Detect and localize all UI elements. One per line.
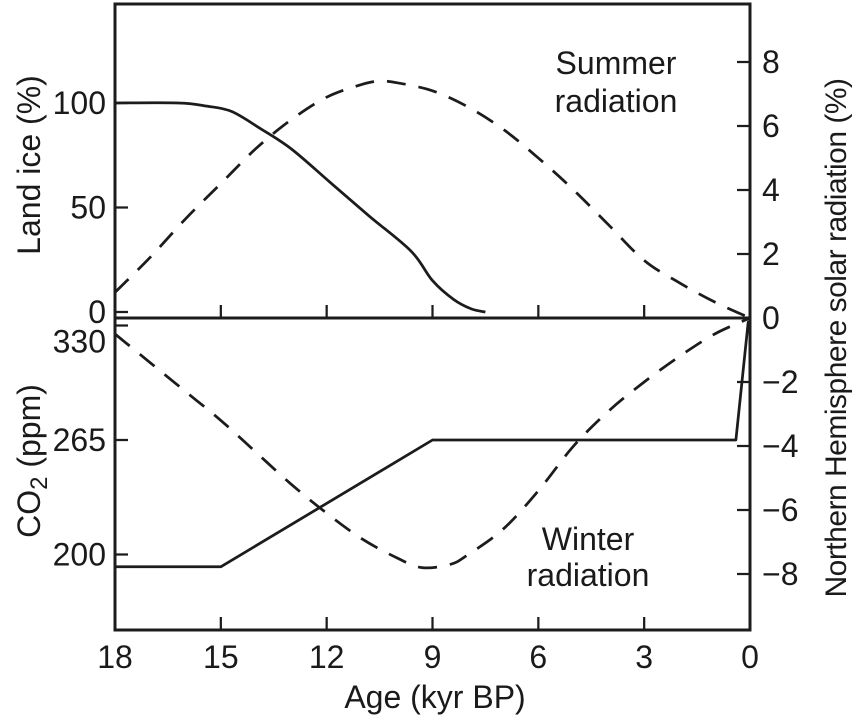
summer-annotation-line1: Summer	[556, 45, 677, 81]
co2-tick-label: 200	[53, 536, 106, 572]
x-axis-tick-label: 18	[97, 639, 133, 675]
x-axis-tick-label: 15	[203, 639, 239, 675]
radiation-tick-label: −8	[762, 556, 798, 592]
land-ice-curve	[115, 103, 485, 312]
winter-radiation-curve	[115, 318, 750, 568]
radiation-tick-label: −6	[762, 492, 798, 528]
co2-tick-label: 265	[53, 422, 106, 458]
summer-radiation-annotation: Summer radiation	[555, 45, 678, 119]
x-axis-tick-label: 9	[424, 639, 442, 675]
co2-tick-label: 330	[53, 324, 106, 360]
radiation-tick-label: 8	[762, 44, 780, 80]
x-axis-tick-label: 6	[529, 639, 547, 675]
winter-annotation-line2: radiation	[527, 557, 650, 593]
co2-label-post: (ppm)	[11, 384, 47, 476]
left-axis-title-top: Land ice (%)	[11, 75, 47, 255]
x-axis-tick-label: 3	[635, 639, 653, 675]
radiation-tick-label: 0	[762, 300, 780, 336]
radiation-tick-label: −2	[762, 364, 798, 400]
left-axis-title-bottom: CO2 (ppm)	[11, 384, 53, 538]
right-axis-title: Northern Hemisphere solar radiation (%)	[820, 78, 853, 597]
co2-label-subscript: 2	[26, 477, 53, 490]
x-axis-tick-label: 0	[741, 639, 759, 675]
summer-annotation-line2: radiation	[555, 83, 678, 119]
radiation-tick-label: 2	[762, 236, 780, 272]
axis-ticks	[115, 62, 750, 630]
land-ice-tick-label: 100	[53, 85, 106, 121]
winter-annotation-line1: Winter	[542, 521, 635, 557]
radiation-tick-label: 4	[762, 172, 780, 208]
figure-canvas: 181512963010050033026520086420−2−4−6−8 L…	[0, 0, 856, 717]
radiation-tick-label: −4	[762, 428, 798, 464]
co2-curve	[115, 322, 750, 567]
land-ice-tick-label: 50	[70, 190, 106, 226]
winter-radiation-annotation: Winter radiation	[527, 521, 650, 593]
x-axis-title: Age (kyr BP)	[344, 679, 525, 715]
climate-figure: 181512963010050033026520086420−2−4−6−8 L…	[0, 0, 856, 717]
radiation-tick-label: 6	[762, 108, 780, 144]
x-axis-tick-label: 12	[309, 639, 345, 675]
co2-label-pre: CO	[11, 490, 47, 538]
axis-tick-labels: 181512963010050033026520086420−2−4−6−8	[53, 44, 799, 675]
